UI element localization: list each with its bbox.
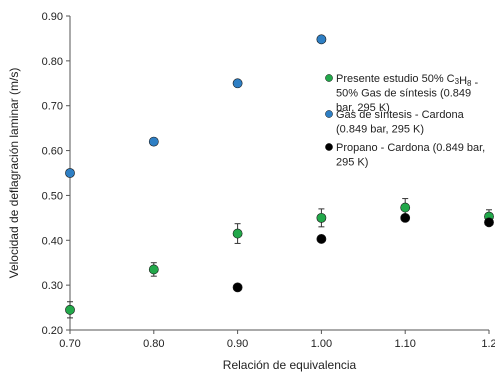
axes xyxy=(69,16,489,331)
series-3-point xyxy=(232,282,243,293)
x-tick-label: 1.2 xyxy=(481,338,495,350)
series-2-point xyxy=(65,168,75,178)
legend-label: Presente estudio 50% C3H8 - xyxy=(336,73,479,89)
series-2-point xyxy=(316,34,327,45)
y-tick-label: 0.30 xyxy=(42,280,63,292)
x-axis-ticks: 0.70 0.80 0.90 1.00 1.10 1.2 xyxy=(59,330,495,350)
legend-marker xyxy=(325,74,333,82)
series-1-point xyxy=(148,264,159,275)
series-1-point xyxy=(400,202,411,213)
series-1-point xyxy=(316,212,327,223)
series-1-point xyxy=(65,304,75,315)
series-1-point xyxy=(232,228,243,239)
legend-label: 295 K) xyxy=(336,157,368,169)
x-tick-label: 0.80 xyxy=(143,338,164,350)
y-tick-label: 0.90 xyxy=(42,11,63,23)
legend-label: (0.849 bar, 295 K) xyxy=(336,124,424,136)
data-points xyxy=(65,34,494,319)
series-3-point xyxy=(316,234,327,244)
y-tick-label: 0.60 xyxy=(42,146,63,158)
x-axis-title: Relación de equivalencia xyxy=(223,358,357,372)
legend-label: bar, 295 K) xyxy=(336,102,390,114)
y-tick-label: 0.50 xyxy=(42,190,63,202)
x-tick-label: 1.00 xyxy=(311,338,332,350)
y-axis-ticks: 0.20 0.30 0.40 0.50 0.60 0.70 0.80 0.90 xyxy=(42,11,70,337)
legend-label: 50% Gas de síntesis (0.849 xyxy=(336,88,471,100)
series-2-point xyxy=(232,78,243,89)
legend-label: Propano - Cardona (0.849 bar, xyxy=(336,142,485,154)
y-tick-label: 0.70 xyxy=(42,101,63,113)
series-3-point xyxy=(400,212,411,223)
y-tick-label: 0.80 xyxy=(42,56,63,68)
y-tick-label: 0.20 xyxy=(42,325,63,337)
legend-label: Gas de síntesis - Cardona xyxy=(336,109,465,121)
series-2-point xyxy=(148,136,159,147)
x-tick-label: 0.90 xyxy=(227,338,248,350)
x-tick-label: 0.70 xyxy=(59,338,80,350)
legend: Presente estudio 50% C3H8 -50% Gas de sí… xyxy=(325,73,485,169)
series-3-point xyxy=(484,217,494,228)
y-tick-label: 0.40 xyxy=(42,235,63,247)
y-axis-title: Velocidad de deflagración laminar (m/s) xyxy=(7,68,21,279)
legend-marker xyxy=(325,110,333,118)
legend-marker xyxy=(325,143,333,151)
x-tick-label: 1.10 xyxy=(394,338,415,350)
